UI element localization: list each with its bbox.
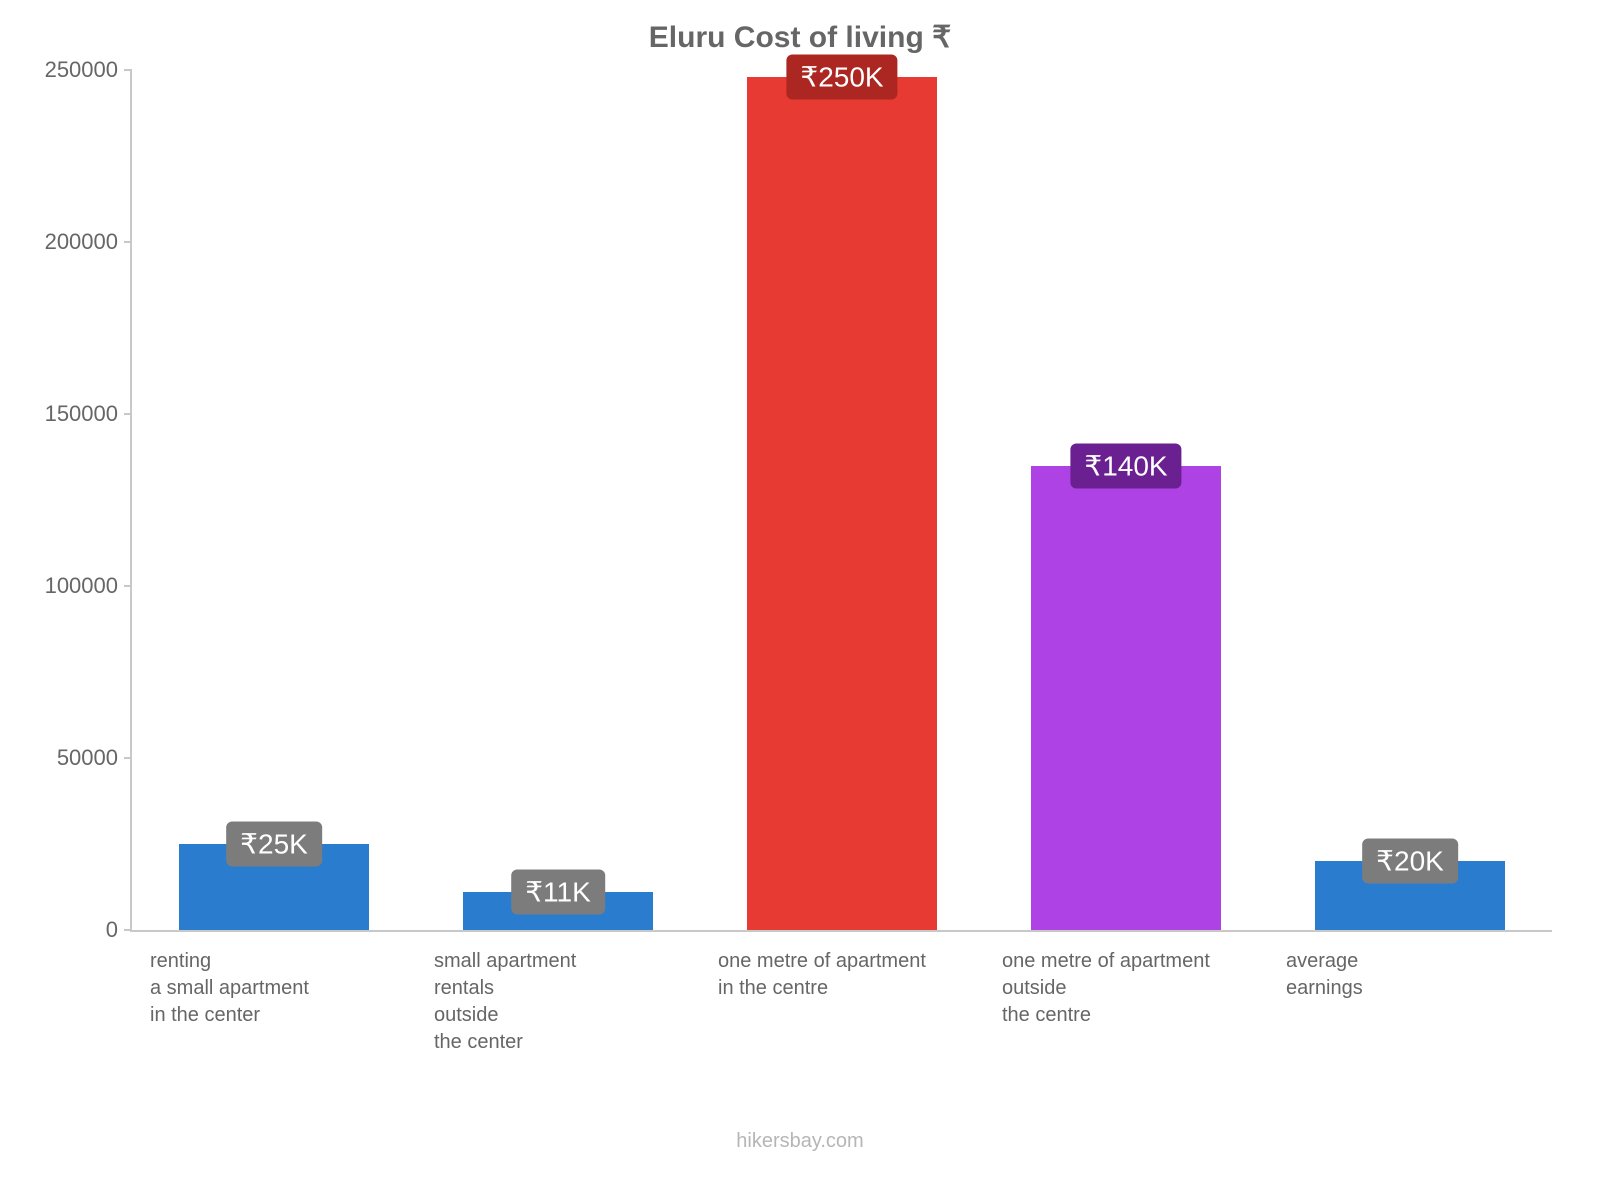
y-tick-label: 100000	[45, 573, 132, 599]
x-label-slot: one metre of apartment in the centre	[698, 948, 982, 1056]
bar-slot: ₹140K	[984, 70, 1268, 930]
y-tick-mark	[124, 585, 132, 587]
bar-slot: ₹11K	[416, 70, 700, 930]
bar-slot: ₹20K	[1268, 70, 1552, 930]
bars-container: ₹25K ₹11K ₹250K ₹140K ₹20K	[132, 70, 1552, 930]
bar-value-label: ₹250K	[786, 54, 897, 99]
bar: ₹20K	[1315, 861, 1505, 930]
bar: ₹25K	[179, 844, 369, 930]
x-axis-label: renting a small apartment in the center	[150, 948, 309, 1056]
y-tick-mark	[124, 929, 132, 931]
bar-value-label: ₹11K	[511, 870, 605, 915]
x-axis-label: one metre of apartment in the centre	[718, 948, 926, 1056]
y-tick-label: 250000	[45, 57, 132, 83]
y-tick-mark	[124, 69, 132, 71]
bar: ₹140K	[1031, 466, 1221, 930]
bar-slot: ₹25K	[132, 70, 416, 930]
bar-value-label: ₹20K	[1362, 839, 1458, 884]
x-label-slot: average earnings	[1266, 948, 1550, 1056]
y-tick-mark	[124, 757, 132, 759]
bar-value-label: ₹25K	[226, 822, 322, 867]
bar-slot: ₹250K	[700, 70, 984, 930]
cost-of-living-chart: Eluru Cost of living ₹ ₹25K ₹11K ₹250K ₹140…	[0, 0, 1600, 1200]
x-label-slot: one metre of apartment outside the centr…	[982, 948, 1266, 1056]
chart-title: Eluru Cost of living ₹	[0, 20, 1600, 55]
x-axis-label: small apartment rentals outside the cent…	[434, 948, 576, 1056]
x-axis-label: average earnings	[1286, 948, 1363, 1056]
x-axis-label: one metre of apartment outside the centr…	[1002, 948, 1210, 1056]
bar-value-label: ₹140K	[1070, 443, 1181, 488]
y-tick-mark	[124, 413, 132, 415]
y-tick-mark	[124, 241, 132, 243]
bar: ₹250K	[747, 77, 937, 930]
y-tick-label: 50000	[57, 745, 132, 771]
bar: ₹11K	[463, 892, 653, 930]
attribution: hikersbay.com	[0, 1130, 1600, 1153]
x-axis-labels: renting a small apartment in the center s…	[130, 948, 1550, 1056]
x-label-slot: renting a small apartment in the center	[130, 948, 414, 1056]
plot-area: ₹25K₹11K₹250K₹140K₹20K 05000010000015000…	[130, 70, 1552, 932]
x-label-slot: small apartment rentals outside the cent…	[414, 948, 698, 1056]
y-tick-label: 200000	[45, 229, 132, 255]
y-tick-label: 150000	[45, 401, 132, 427]
